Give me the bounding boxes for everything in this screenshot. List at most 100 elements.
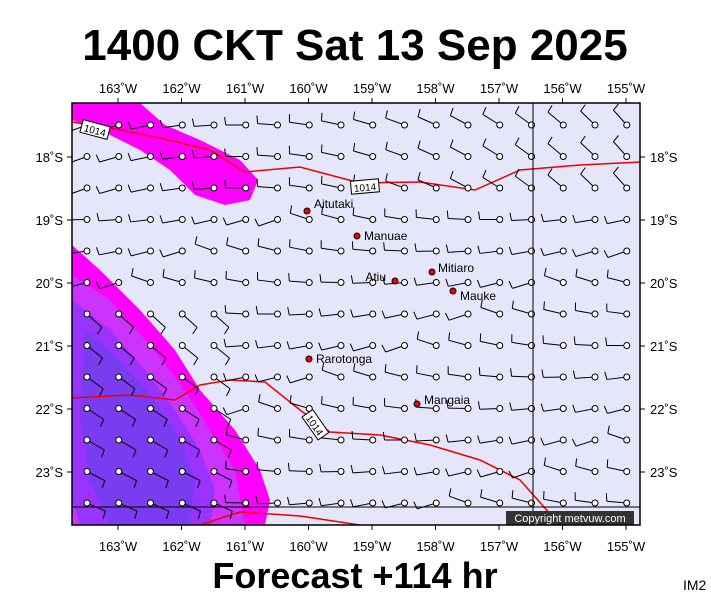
barb-flag: [127, 121, 132, 130]
barb-station: [83, 247, 91, 255]
barb-flag: [448, 332, 451, 341]
lon-label: 157˚W: [480, 539, 519, 554]
barb-flag: [132, 449, 137, 458]
barb-flag: [480, 489, 483, 498]
barb-flag: [508, 246, 513, 255]
barb-station: [464, 153, 472, 160]
barb-flag: [197, 510, 202, 519]
barb-flag: [417, 140, 421, 149]
barb-station: [115, 184, 123, 192]
barb-station: [115, 468, 123, 475]
barb-station: [115, 247, 123, 255]
barb-flag: [477, 435, 481, 444]
barb-station: [528, 342, 535, 349]
barb-station: [432, 405, 440, 412]
barb-station: [432, 184, 440, 192]
barb-flag: [319, 463, 322, 472]
lat-label: 19˚S: [36, 213, 64, 228]
barb-flag: [382, 432, 385, 441]
barb-station: [83, 279, 91, 286]
barb-station: [401, 405, 408, 412]
barb-flag: [160, 327, 166, 335]
barb-flag: [128, 214, 132, 223]
barb-station: [623, 436, 631, 444]
barb-flag: [65, 246, 67, 254]
barb-station: [496, 247, 504, 255]
barb-flag: [254, 374, 259, 383]
barb-flag: [96, 327, 103, 335]
title: 1400 CKT Sat 13 Sep 2025: [82, 21, 627, 70]
barb-station: [401, 216, 408, 223]
barb-flag: [164, 449, 169, 458]
barb-station: [337, 184, 345, 192]
barb-station: [337, 342, 345, 349]
lon-label: 160˚W: [289, 539, 328, 554]
barb-flag: [382, 466, 386, 475]
barb-flag: [445, 312, 450, 321]
barb-station: [83, 310, 91, 318]
barb-flag: [96, 212, 100, 222]
barb-station: [401, 499, 408, 507]
barb-flag: [350, 309, 354, 318]
barb-station: [591, 153, 599, 160]
barb-station: [528, 216, 535, 223]
barb-station: [147, 310, 154, 318]
barb-flag: [482, 169, 487, 178]
barb-flag: [96, 247, 100, 255]
barb-flag: [318, 497, 322, 506]
barb-flag: [385, 110, 388, 119]
barb-flag: [224, 180, 227, 189]
barb-flag: [131, 268, 134, 277]
barb-flag: [508, 436, 513, 445]
lon-label: 162˚W: [162, 81, 201, 96]
barb-flag: [385, 141, 388, 150]
lat-label: 18˚S: [36, 150, 64, 165]
barb-flag: [224, 304, 227, 313]
barb-station: [210, 342, 218, 349]
barb-station: [528, 310, 535, 318]
barb-station: [623, 279, 631, 286]
barb-station: [623, 405, 631, 412]
barb-station: [528, 436, 535, 444]
barb-flag: [286, 341, 291, 350]
barb-flag: [193, 357, 199, 366]
barb-station: [432, 310, 440, 318]
barb-station: [337, 499, 345, 507]
barb-flag: [130, 388, 136, 397]
barb-station: [369, 436, 377, 444]
barb-flag: [131, 419, 136, 427]
barb-station: [591, 499, 599, 507]
barb-station: [432, 121, 440, 129]
barb-flag: [320, 112, 323, 121]
island: [428, 268, 436, 276]
barb-flag: [382, 276, 386, 285]
barb-flag: [606, 459, 609, 468]
barb-flag: [258, 394, 261, 403]
barb-station: [496, 405, 504, 412]
barb-flag: [321, 206, 324, 215]
barb-flag: [288, 273, 290, 282]
barb-station: [305, 342, 313, 349]
barb-station: [178, 279, 186, 286]
barb-station: [274, 373, 281, 381]
island: [391, 277, 399, 285]
barb-station: [496, 216, 504, 223]
barb-station: [210, 436, 218, 444]
barb-flag: [101, 480, 106, 489]
barb-station: [496, 153, 504, 160]
barb-station: [591, 216, 599, 223]
island: [353, 232, 361, 240]
barb-station: [623, 373, 631, 381]
isobar-label-box: [349, 178, 381, 195]
barb-flag: [224, 148, 227, 157]
barb-flag: [509, 212, 513, 221]
barb-flag: [572, 214, 576, 223]
barb-station: [401, 184, 408, 192]
barb-station: [274, 121, 281, 129]
barb-flag: [320, 175, 323, 184]
barb-flag: [353, 363, 356, 372]
isobar-label-box: [301, 408, 330, 441]
barb-flag: [287, 462, 290, 471]
barb-flag: [446, 400, 449, 409]
barb-flag: [383, 242, 386, 251]
